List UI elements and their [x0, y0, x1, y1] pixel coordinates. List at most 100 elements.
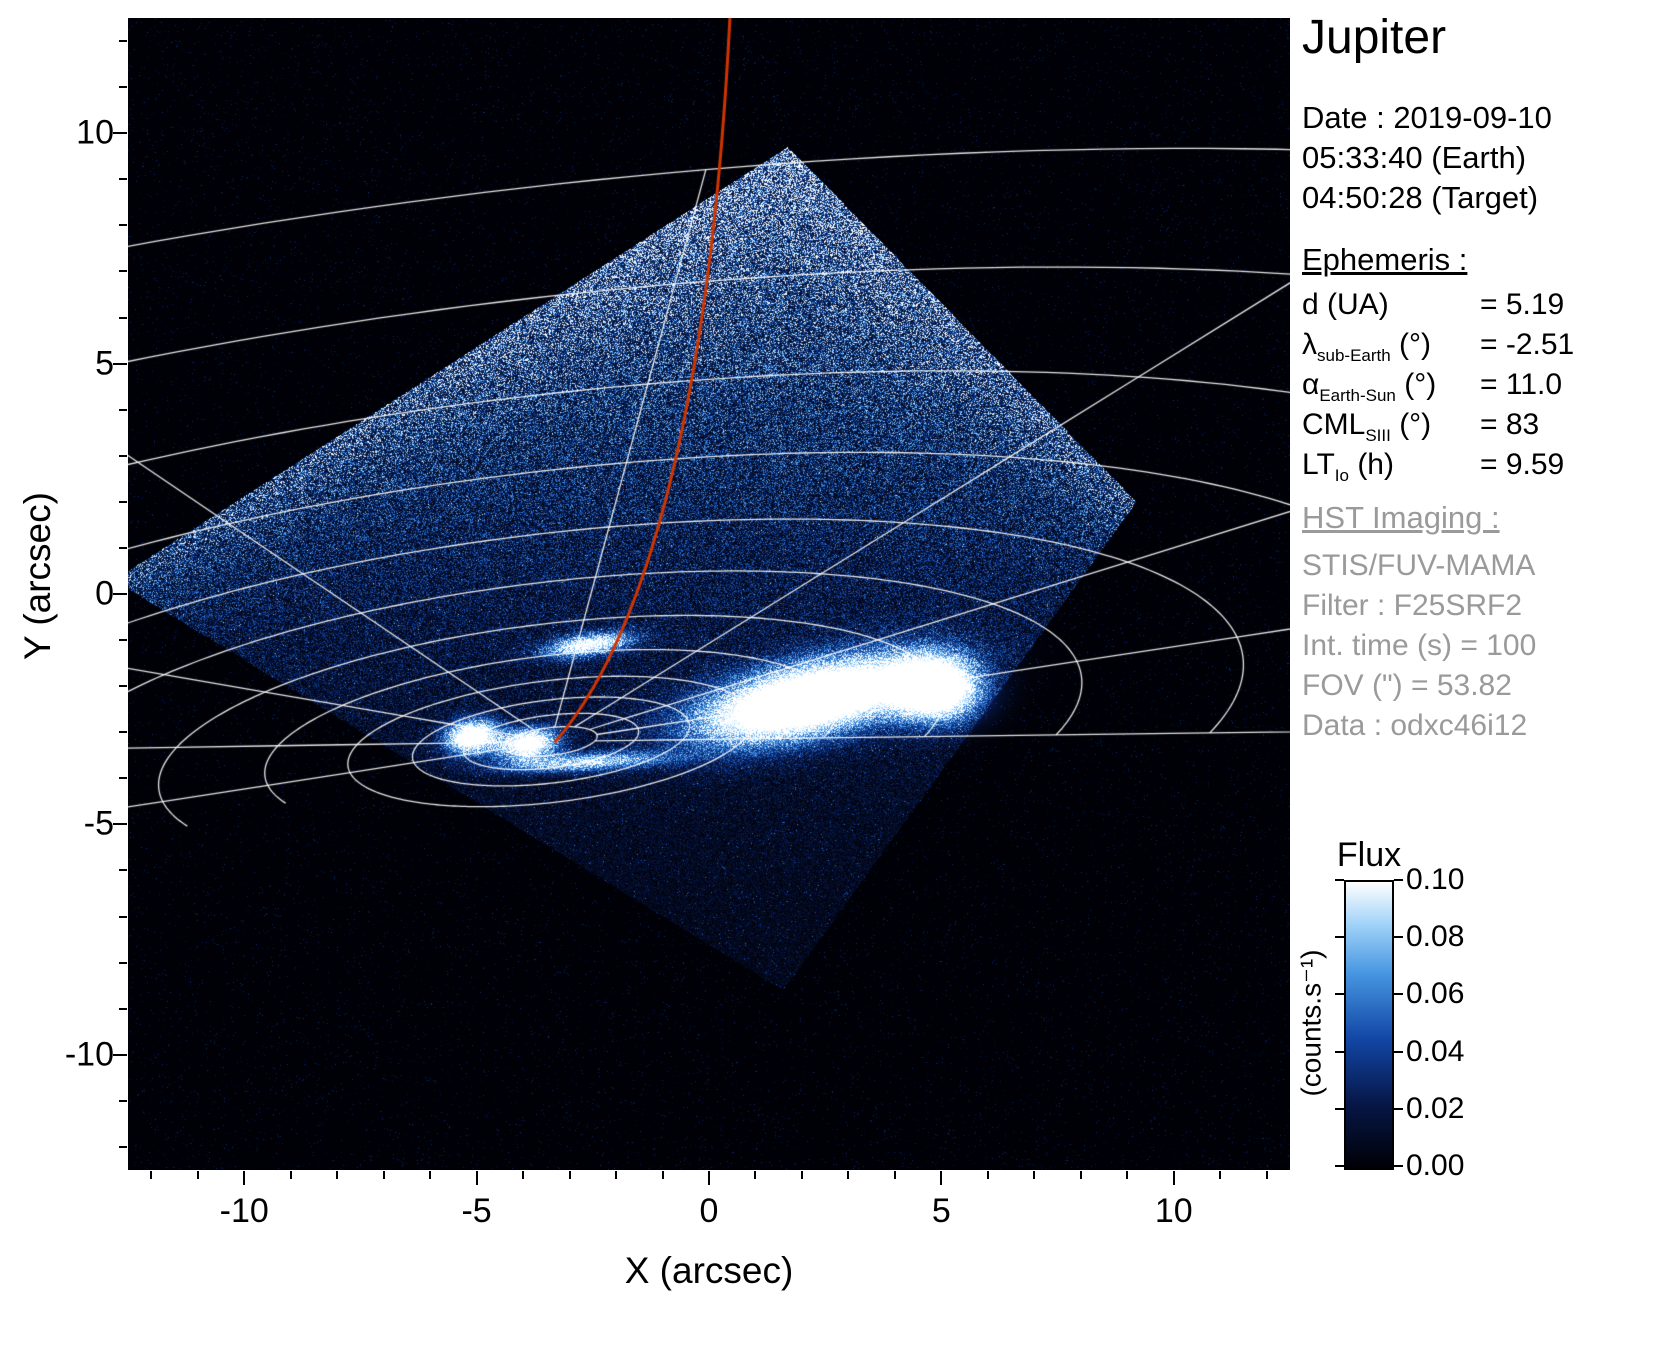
colorbar-tick: [1335, 936, 1344, 939]
hst-imaging-line: FOV (") = 53.82: [1302, 669, 1512, 702]
axis-tick: [119, 869, 127, 872]
axis-tick: [119, 316, 127, 319]
colorbar-tick-label: 0.10: [1406, 863, 1465, 896]
axis-tick: [113, 1053, 127, 1056]
axis-tick: [522, 1171, 525, 1179]
ephemeris-row: CMLSIII (°) = 83: [1302, 408, 1540, 445]
axis-tick: [615, 1171, 618, 1179]
hst-imaging-line: Data : odxc46i12: [1302, 709, 1528, 742]
axis-tick: [119, 86, 127, 89]
axis-tick: [196, 1171, 199, 1179]
axis-tick: [708, 1171, 710, 1185]
colorbar-tick: [1394, 993, 1403, 996]
axis-tick: [800, 1171, 803, 1179]
ephemeris-row: αEarth-Sun (°) = 11.0: [1302, 368, 1563, 405]
axis-tick: [119, 40, 127, 43]
axis-tick: [754, 1171, 757, 1179]
time-target: 04:50:28 (Target): [1302, 180, 1539, 215]
colorbar: [1344, 880, 1394, 1170]
plot-canvas: [128, 18, 1290, 1170]
axis-tick: [986, 1171, 989, 1179]
axis-tick: [119, 454, 127, 457]
axis-tick: [1265, 1171, 1268, 1179]
axis-tick: [119, 500, 127, 503]
x-tick-label: 5: [931, 1192, 951, 1230]
colorbar-tick-label: 0.00: [1406, 1149, 1465, 1182]
colorbar-tick: [1335, 1050, 1344, 1053]
date-block: Date : 2019-09-10 05:33:40 (Earth) 04:50…: [1302, 98, 1552, 218]
axis-tick: [113, 823, 127, 826]
colorbar-tick-label: 0.08: [1406, 920, 1465, 954]
axis-tick: [119, 639, 127, 642]
axis-tick: [382, 1171, 385, 1179]
ephemeris-row: d (UA) = 5.19: [1302, 288, 1565, 321]
axis-tick: [475, 1171, 478, 1185]
axis-tick: [336, 1171, 339, 1179]
colorbar-tick: [1394, 1050, 1403, 1053]
axis-tick: [119, 731, 127, 734]
y-tick-label: 5: [95, 344, 114, 383]
axis-tick: [568, 1171, 571, 1179]
x-tick-label: 0: [699, 1192, 719, 1230]
colorbar-tick: [1335, 993, 1344, 996]
y-tick-label: 0: [95, 574, 114, 613]
hst-imaging-line: Filter : F25SRF2: [1302, 589, 1523, 622]
colorbar-tick: [1394, 1165, 1403, 1167]
colorbar-tick: [1394, 1107, 1403, 1110]
axis-tick: [119, 178, 127, 181]
axis-tick: [1033, 1171, 1036, 1179]
axis-tick: [893, 1171, 896, 1179]
x-tick-label: -10: [219, 1192, 269, 1230]
colorbar-title: Flux: [1336, 836, 1402, 874]
colorbar-unit-label: (counts.s⁻¹): [1295, 949, 1327, 1097]
axis-tick: [429, 1171, 432, 1179]
axis-tick: [119, 1145, 127, 1148]
axis-tick: [119, 777, 127, 780]
axis-tick: [119, 915, 127, 918]
axis-tick: [113, 362, 127, 365]
x-tick-label: -5: [461, 1192, 492, 1230]
x-axis-label: X (arcsec): [624, 1250, 794, 1291]
colorbar-tick-label: 0.06: [1406, 977, 1465, 1011]
axis-tick: [1219, 1171, 1222, 1179]
x-tick-label: 10: [1154, 1192, 1193, 1230]
axis-tick: [119, 546, 127, 549]
date-line: Date : 2019-09-10: [1302, 100, 1552, 135]
y-tick-label: -5: [83, 804, 114, 843]
axis-tick: [1126, 1171, 1129, 1179]
axis-tick: [119, 408, 127, 411]
ephemeris-row: λsub-Earth (°) = -2.51: [1302, 328, 1575, 365]
axis-tick: [119, 1099, 127, 1102]
axis-tick: [243, 1171, 246, 1185]
hst-imaging-list: STIS/FUV-MAMA Filter : F25SRF2 Int. time (…: [1302, 546, 1536, 746]
colorbar-tick: [1335, 1165, 1344, 1167]
axis-tick: [119, 961, 127, 964]
axis-tick: [119, 1007, 127, 1010]
axis-tick: [661, 1171, 664, 1179]
hst-imaging-line: STIS/FUV-MAMA: [1302, 549, 1536, 582]
axis-tick: [1172, 1171, 1175, 1185]
axis-tick: [1079, 1171, 1082, 1179]
ephemeris-row: LTIo (h) = 9.59: [1302, 448, 1565, 485]
y-tick-label: -10: [64, 1035, 114, 1074]
colorbar-tick-label: 0.02: [1406, 1091, 1465, 1125]
hst-imaging-line: Int. time (s) = 100: [1302, 629, 1537, 662]
colorbar-tick-label: 0.04: [1406, 1034, 1465, 1068]
axis-tick: [119, 685, 127, 688]
axis-tick: [847, 1171, 850, 1179]
colorbar-tick: [1335, 879, 1344, 881]
ephemeris-list: d (UA) = 5.19 λsub-Earth (°) = -2.51 αEarth-…: [1302, 288, 1574, 488]
colorbar-tick: [1335, 1107, 1344, 1110]
colorbar-tick: [1394, 936, 1403, 939]
axis-tick: [289, 1171, 292, 1179]
colorbar-tick: [1394, 879, 1403, 881]
axis-tick: [119, 224, 127, 227]
axis-tick: [113, 593, 127, 595]
target-title: Jupiter: [1302, 11, 1447, 64]
ephemeris-header: Ephemeris :: [1302, 242, 1468, 277]
hst-imaging-header: HST Imaging :: [1302, 500, 1500, 535]
time-earth: 05:33:40 (Earth): [1302, 140, 1527, 175]
axis-tick: [150, 1171, 153, 1179]
axis-tick: [940, 1171, 943, 1185]
y-tick-label: 10: [76, 113, 114, 152]
